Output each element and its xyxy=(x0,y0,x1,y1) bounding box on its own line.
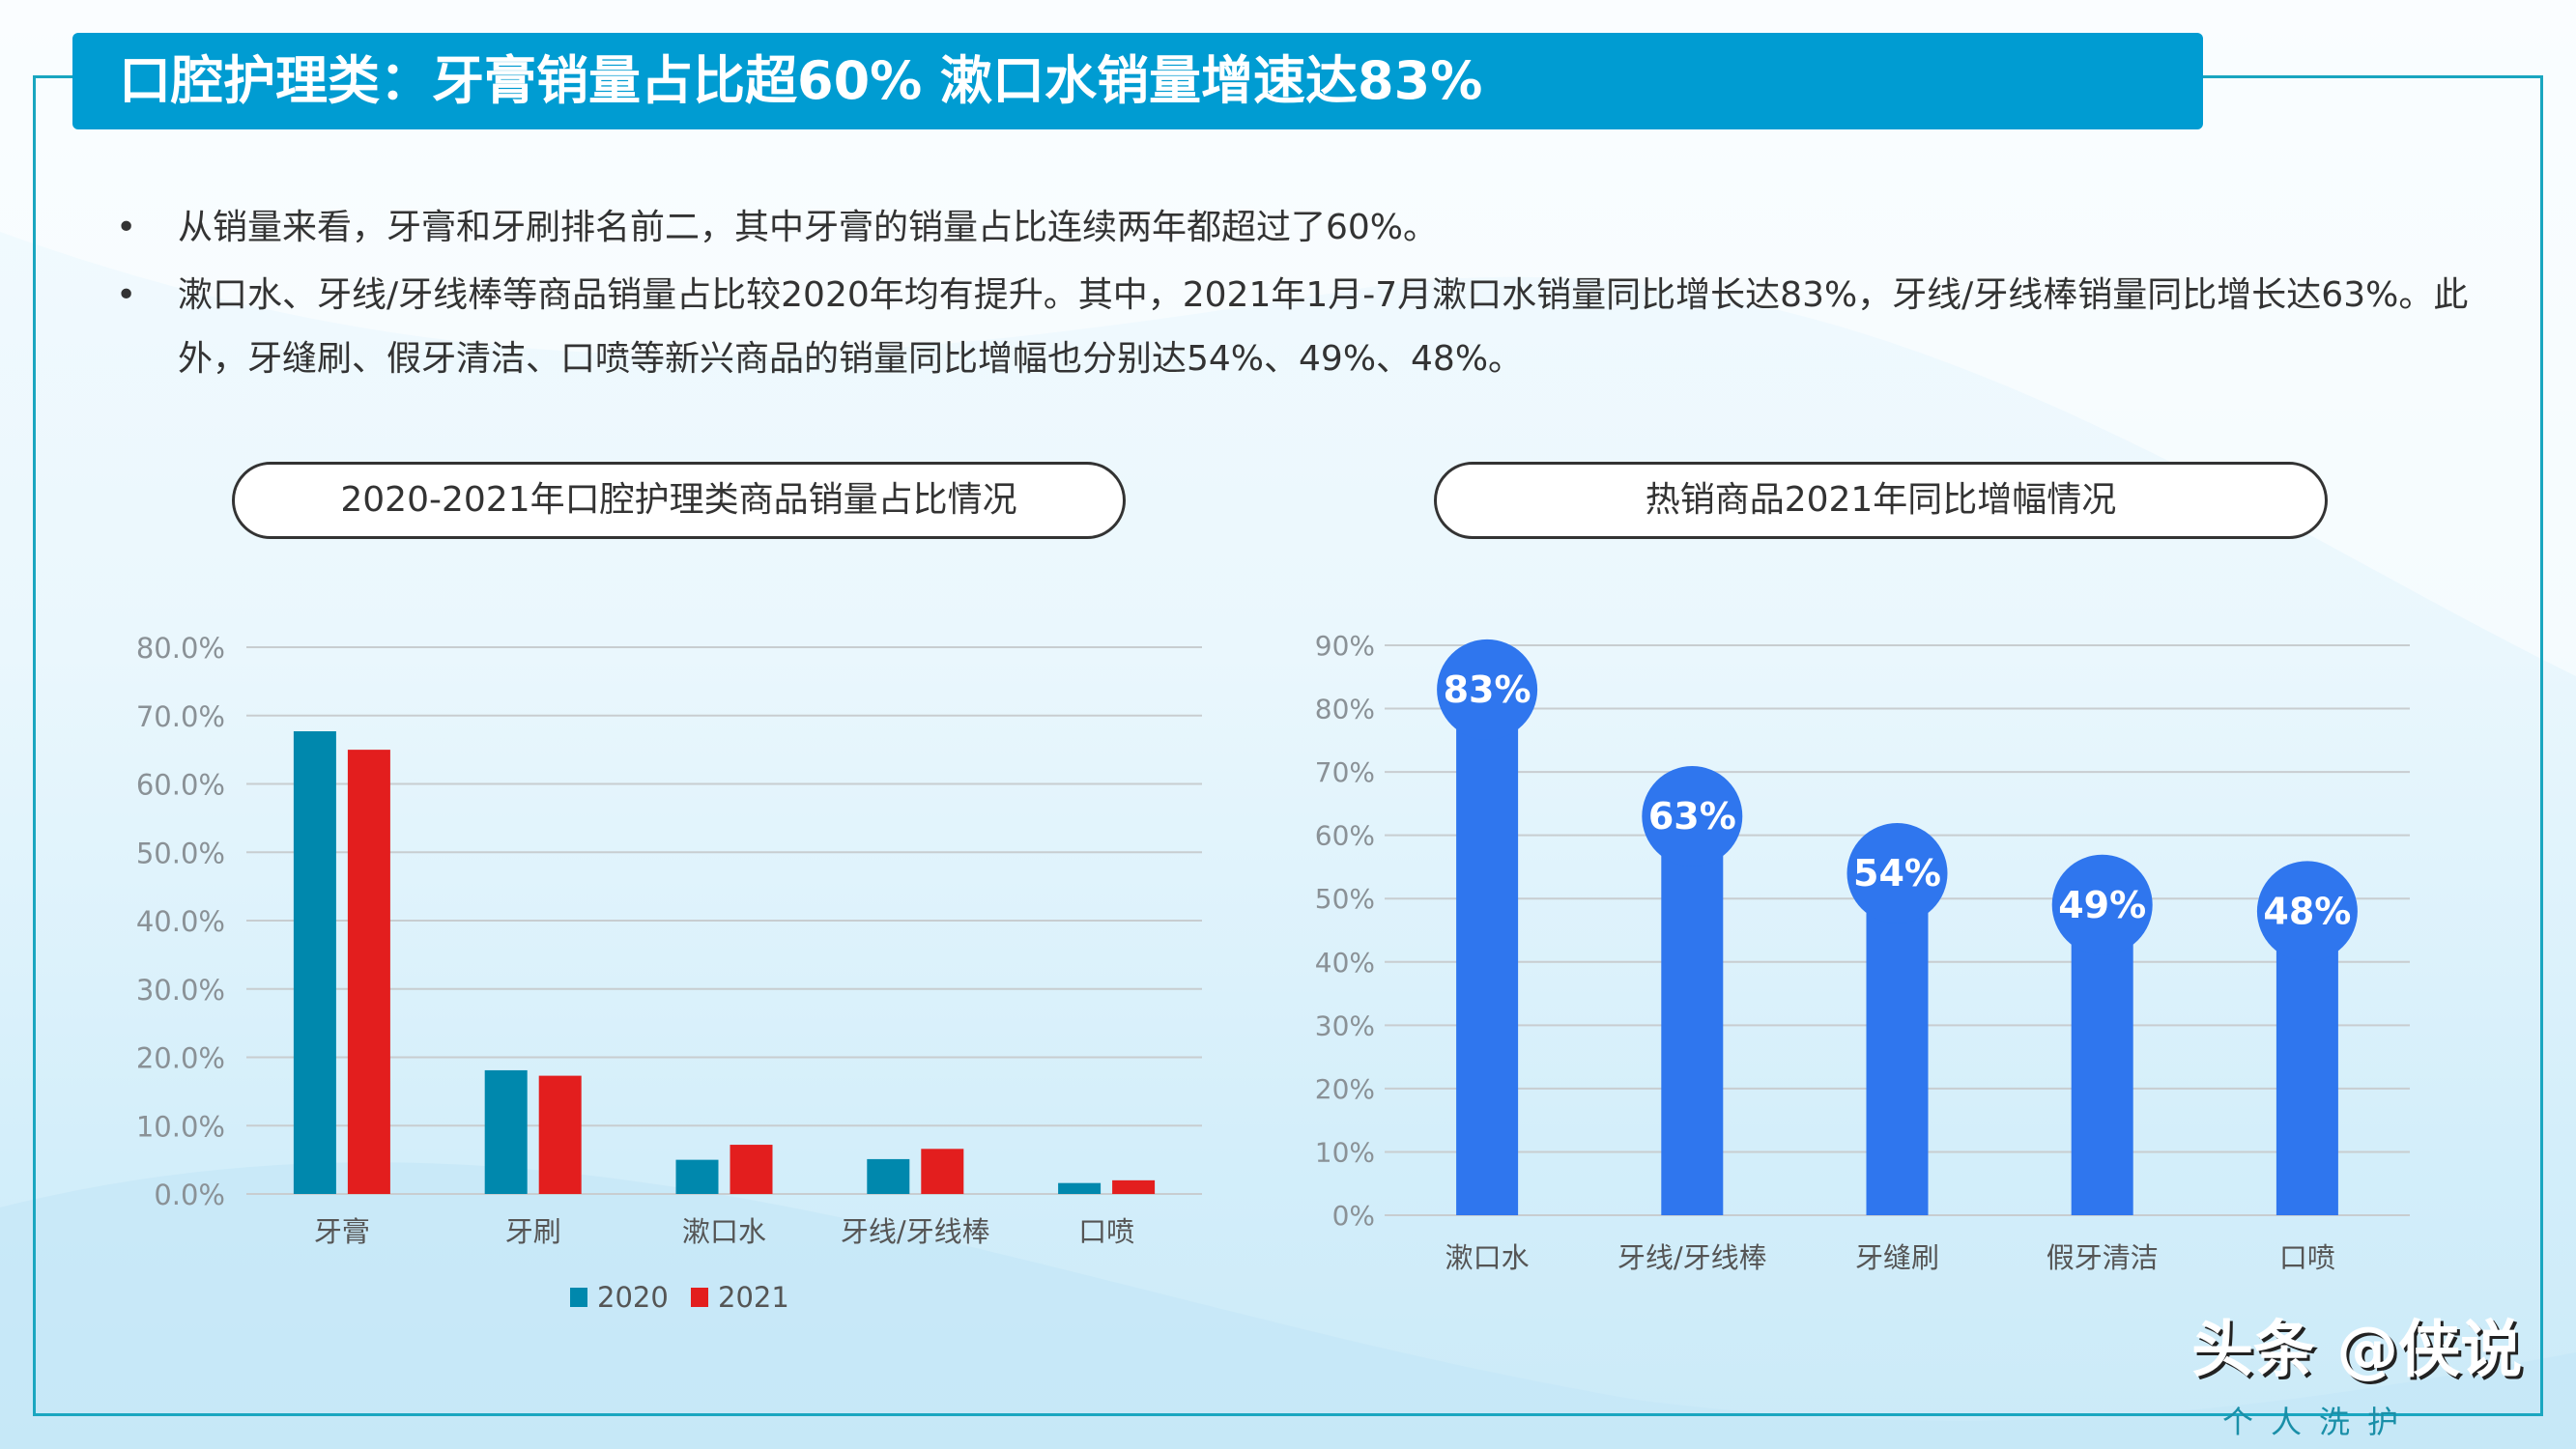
y-tick-label: 50% xyxy=(1315,883,1375,915)
y-tick-label: 50.0% xyxy=(136,837,225,869)
growth-bubble xyxy=(1437,639,1538,740)
bar-2021 xyxy=(1112,1179,1156,1194)
y-tick-label: 90% xyxy=(1315,630,1375,662)
legend-swatch xyxy=(691,1288,708,1307)
legend-label: 2021 xyxy=(718,1281,789,1314)
growth-bubble xyxy=(2256,861,2358,962)
x-tick-label: 口喷 xyxy=(2279,1241,2335,1274)
watermark: 头条 @侠说 xyxy=(2191,1315,2523,1386)
y-tick-label: 10% xyxy=(1315,1136,1375,1168)
y-tick-label: 70% xyxy=(1315,756,1375,788)
data-label: 54% xyxy=(1853,852,1941,895)
x-tick-label: 牙刷 xyxy=(505,1215,561,1248)
y-tick-label: 80.0% xyxy=(136,632,225,665)
bullet-text: 漱口水、牙线/牙线棒等商品销量占比较2020年均有提升。其中，2021年1月-7… xyxy=(178,275,2469,379)
y-tick-label: 60% xyxy=(1315,820,1375,852)
chart2-title: 热销商品2021年同比增幅情况 xyxy=(1434,462,2328,539)
bar-2021 xyxy=(347,750,390,1194)
x-tick-label: 漱口水 xyxy=(1445,1241,1530,1274)
growth-bubble xyxy=(2051,854,2153,955)
y-tick-label: 0% xyxy=(1332,1200,1375,1232)
data-label: 83% xyxy=(1444,668,1531,711)
growth-bubble xyxy=(1642,766,1743,867)
y-tick-label: 20% xyxy=(1315,1073,1375,1105)
bullet-dot: • xyxy=(116,208,137,247)
bar-2020 xyxy=(675,1159,719,1194)
legend-swatch xyxy=(570,1288,587,1307)
bar-2020 xyxy=(1058,1182,1102,1194)
growth-bubble xyxy=(1846,823,1948,923)
y-tick-label: 70.0% xyxy=(136,700,225,733)
bullet-dot: • xyxy=(116,275,137,315)
x-tick-label: 漱口水 xyxy=(682,1215,766,1248)
legend-label: 2020 xyxy=(597,1281,669,1314)
x-tick-label: 牙线/牙线棒 xyxy=(1617,1241,1767,1274)
data-label: 63% xyxy=(1648,795,1736,838)
x-tick-label: 牙缝刷 xyxy=(1855,1241,1939,1274)
x-tick-label: 牙线/牙线棒 xyxy=(841,1215,990,1248)
y-tick-label: 40.0% xyxy=(136,905,225,938)
data-label: 49% xyxy=(2058,884,2146,926)
y-tick-label: 0.0% xyxy=(154,1179,225,1211)
growth-bar xyxy=(2071,904,2133,1215)
growth-bar xyxy=(2275,911,2338,1215)
growth-bar xyxy=(1866,873,1929,1215)
growth-bar xyxy=(1661,816,1724,1215)
x-tick-label: 牙膏 xyxy=(314,1215,370,1248)
bullet-text: 从销量来看，牙膏和牙刷排名前二，其中牙膏的销量占比连续两年都超过了60%。 xyxy=(178,208,1439,247)
bar-2021 xyxy=(730,1145,773,1194)
bar-2021 xyxy=(538,1075,582,1194)
chart1-title: 2020-2021年口腔护理类商品销量占比情况 xyxy=(232,462,1126,539)
bar-2021 xyxy=(921,1149,964,1194)
y-tick-label: 40% xyxy=(1315,947,1375,979)
x-tick-label: 口喷 xyxy=(1078,1215,1134,1248)
y-tick-label: 30% xyxy=(1315,1009,1375,1041)
bar-2020 xyxy=(484,1069,528,1194)
watermark-sub: 个人洗护 xyxy=(2222,1404,2417,1440)
page-title: 口腔护理类：牙膏销量占比超60% 漱口水销量增速达83% xyxy=(72,33,2203,129)
y-tick-label: 60.0% xyxy=(136,769,225,802)
y-tick-label: 10.0% xyxy=(136,1110,225,1143)
y-tick-label: 30.0% xyxy=(136,974,225,1007)
bar-2020 xyxy=(867,1158,910,1194)
y-tick-label: 20.0% xyxy=(136,1042,225,1075)
bar-2020 xyxy=(293,731,336,1194)
data-label: 48% xyxy=(2263,890,2351,932)
x-tick-label: 假牙清洁 xyxy=(2046,1241,2159,1274)
growth-bar xyxy=(1456,689,1519,1215)
y-tick-label: 80% xyxy=(1315,694,1375,725)
